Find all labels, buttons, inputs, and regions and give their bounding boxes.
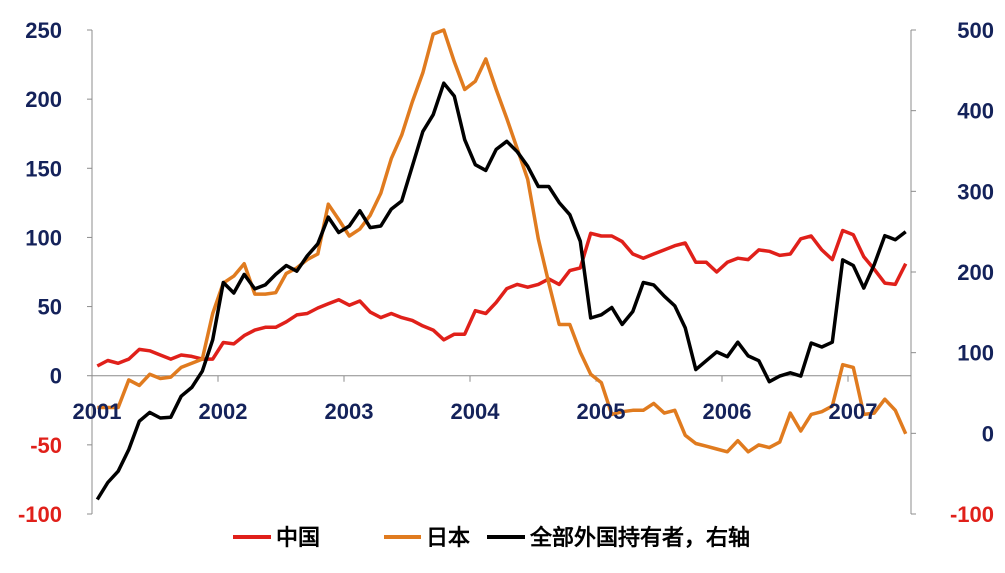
left-tick-label: 250: [25, 18, 62, 43]
axes: [87, 29, 916, 515]
x-tick-label: 2003: [325, 399, 374, 424]
left-tick-label: -100: [18, 502, 62, 527]
series-line-all-foreign: [95, 81, 907, 501]
right-tick-label: 100: [957, 341, 994, 366]
legend: 中国 日本 全部外国持有者，右轴: [233, 525, 750, 550]
series-line-china: [96, 228, 908, 368]
left-tick-label: 50: [38, 295, 62, 320]
right-tick-label: 400: [957, 99, 994, 124]
right-tick-label: 0: [982, 421, 994, 446]
x-tick-label: 2006: [703, 399, 752, 424]
legend-label-all-foreign: 全部外国持有者，右轴: [529, 525, 750, 550]
x-tick-label: 2004: [451, 399, 501, 424]
right-tick-label: 500: [957, 18, 994, 43]
right-tick-label: 300: [957, 179, 994, 204]
right-tick-label: -100: [950, 502, 994, 527]
legend-label-japan: 日本: [426, 525, 470, 550]
x-tick-label: 2001: [73, 399, 122, 424]
series-line-japan: [97, 28, 908, 454]
legend-label-china: 中国: [276, 525, 320, 550]
x-tick-label: 2007: [829, 399, 878, 424]
series-lines: [95, 28, 908, 501]
tick-labels: -100 -50 0 50 100 150 200 250 -100 0 100 200 300 400 5…: [18, 18, 994, 527]
left-tick-label: 100: [25, 225, 62, 250]
x-tick-label: 2005: [577, 399, 626, 424]
left-tick-label: 0: [50, 364, 62, 389]
left-tick-label: 150: [25, 156, 62, 181]
x-tick-label: 2002: [199, 399, 248, 424]
left-tick-label: 200: [25, 87, 62, 112]
left-tick-label: -50: [30, 433, 62, 458]
right-tick-label: 200: [957, 260, 994, 285]
